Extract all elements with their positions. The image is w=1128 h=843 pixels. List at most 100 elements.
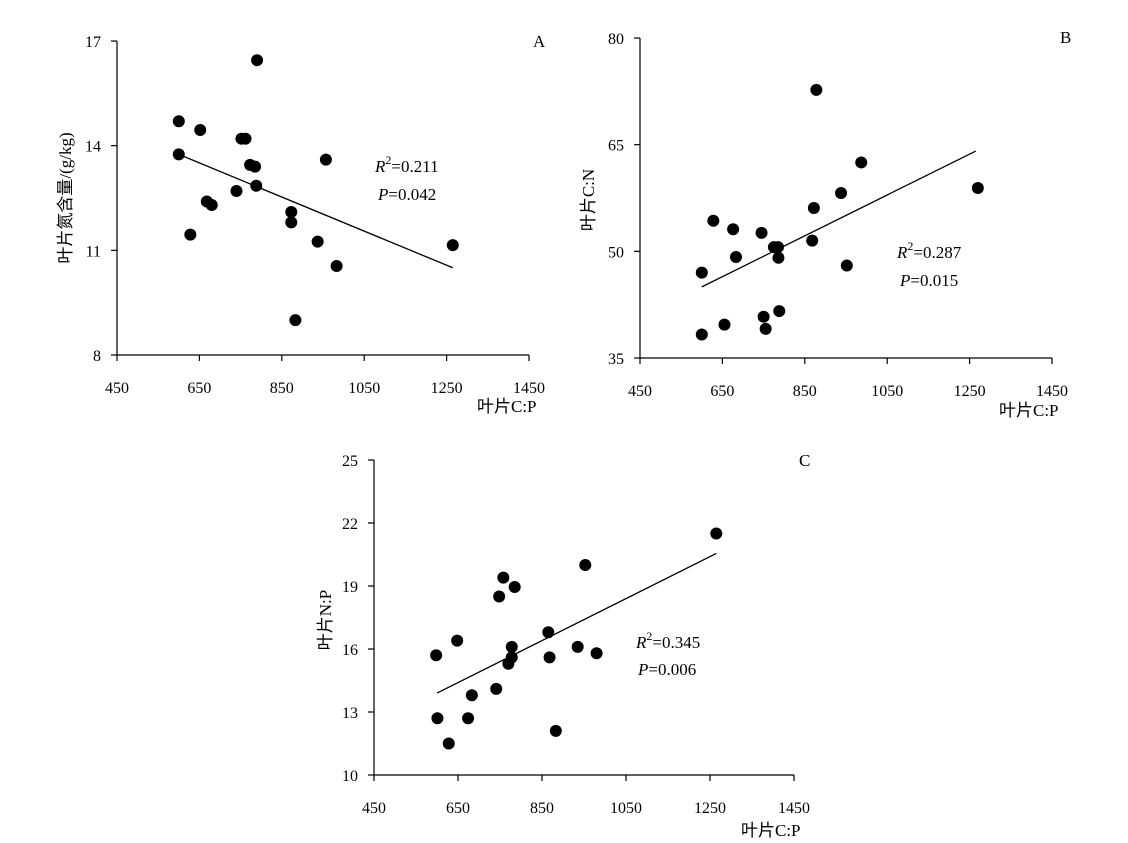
- panel-c-data-point: [505, 640, 518, 653]
- panel-c-data-point: [710, 527, 723, 540]
- panel-c-data-point: [462, 712, 475, 725]
- panel-c-x-tick-label: 1450: [778, 800, 810, 817]
- panel-a-data-point: [172, 115, 185, 128]
- panel-c-x-tick-label: 1050: [610, 800, 642, 817]
- panel-b: 450 650 850 1050 1250 1450 35 50 65 80 B R2=0.28…: [579, 28, 1071, 420]
- panel-c-x-tick-label: 850: [530, 800, 554, 817]
- panel-a-data-point: [194, 123, 207, 136]
- panel-c-y-ticks: 10 13 16 19 22 25: [342, 453, 374, 785]
- panel-c-y-tick-label: 13: [342, 705, 358, 722]
- panel-c-data-point: [490, 682, 503, 695]
- panel-a-axes: [116, 41, 529, 356]
- panel-c-data-point: [442, 737, 455, 750]
- panel-c-data-point: [465, 689, 478, 702]
- panel-b-data-point: [807, 201, 820, 214]
- panel-b-x-tick-label: 450: [628, 383, 652, 400]
- panel-c-axes: [373, 460, 794, 776]
- panel-c-data-point: [451, 634, 464, 647]
- panel-b-y-tick-label: 65: [608, 138, 624, 155]
- panel-c-data-point: [542, 626, 555, 639]
- panel-c-y-title: 叶片N:P: [316, 590, 335, 650]
- panel-a-r2-text: R2=0.211: [374, 153, 439, 176]
- panel-a-x-tick-label: 1250: [431, 380, 463, 397]
- panel-c-data-point: [579, 559, 592, 571]
- panel-c-r2-value: =0.345: [652, 633, 700, 652]
- panel-a-data-point: [205, 198, 218, 211]
- panel-b-data-point: [840, 259, 853, 272]
- panel-c-x-tick-label: 1250: [694, 800, 726, 817]
- panel-c-r2-text: R2=0.345: [635, 629, 700, 652]
- panel-a-label: A: [533, 32, 546, 51]
- panel-c-data-point: [571, 640, 584, 653]
- panel-a-x-tick-label: 650: [187, 380, 211, 397]
- panel-a-p-text: P=0.042: [377, 185, 436, 204]
- panel-a-data-point: [249, 160, 262, 173]
- panel-b-data-point: [773, 305, 786, 318]
- panel-b-r2-text: R2=0.287: [896, 239, 962, 262]
- panel-c-trendline: [436, 552, 717, 694]
- panel-b-label: B: [1060, 28, 1071, 47]
- panel-c-data-point: [543, 651, 556, 664]
- panel-a-data-point: [285, 205, 298, 218]
- panel-c-y-tick-label: 19: [342, 579, 358, 596]
- panel-c-x-tick-label: 450: [362, 800, 386, 817]
- panel-b-x-title: 叶片C:P: [999, 401, 1059, 420]
- panel-a-y-title: 叶片氮含量/(g/kg): [56, 132, 75, 263]
- panel-b-data-point: [729, 251, 742, 264]
- panel-b-data-point: [718, 318, 731, 331]
- panel-c-p-value: =0.006: [648, 660, 696, 679]
- panel-a-y-ticks: 8 11 14 17: [85, 34, 117, 365]
- panel-b-data-point: [806, 234, 819, 247]
- panel-b-p-value: =0.015: [910, 271, 958, 290]
- panel-a-y-tick-label: 11: [86, 243, 101, 260]
- panel-b-data-point: [707, 214, 720, 227]
- panel-c-data-point: [431, 712, 444, 725]
- panel-c-y-tick-label: 25: [342, 453, 358, 470]
- panel-b-data-point: [971, 182, 984, 195]
- panel-b-x-tick-label: 1450: [1036, 383, 1068, 400]
- panel-a-x-tick-label: 1450: [513, 380, 545, 397]
- panel-b-data-point: [772, 251, 785, 264]
- panel-a-data-point: [285, 216, 298, 229]
- panel-b-data-point: [695, 266, 708, 279]
- panel-a-x-ticks: 450 650 850 1050 1250 1450: [105, 355, 545, 397]
- panel-c-data-point: [497, 571, 510, 584]
- panel-c-r2-sup: 2: [646, 629, 652, 643]
- panel-a-data-point: [239, 132, 252, 145]
- panel-b-r2-value: =0.287: [913, 243, 961, 262]
- panel-b-x-tick-label: 1250: [954, 383, 986, 400]
- panel-c-y-tick-label: 16: [342, 642, 358, 659]
- panel-c-data-point: [508, 581, 521, 594]
- panel-a-data-point: [289, 314, 302, 327]
- panel-c-x-ticks: 450 650 850 1050 1250 1450: [362, 775, 810, 817]
- panel-a-p-prefix: P: [377, 185, 388, 204]
- panel-c-points: [430, 527, 723, 750]
- panel-a-data-point: [251, 54, 264, 67]
- panel-a-trendline: [178, 153, 454, 269]
- panel-b-p-prefix: P: [899, 271, 910, 290]
- panel-a-y-tick-label: 14: [85, 139, 101, 156]
- panel-a-r2-value: =0.211: [391, 157, 438, 176]
- panel-c-y-tick-label: 22: [342, 516, 358, 533]
- panel-b-points: [695, 83, 984, 341]
- panel-c-p-prefix: P: [637, 660, 648, 679]
- panel-b-x-tick-label: 850: [793, 383, 817, 400]
- panel-a: 450 650 850 1050 1250 1450 8 11 14 17 A R2=0.211…: [56, 32, 546, 416]
- panel-b-p-text: P=0.015: [899, 271, 958, 290]
- panel-a-data-point: [230, 185, 243, 198]
- panel-a-y-tick-label: 8: [93, 348, 101, 365]
- panel-b-data-point: [835, 187, 848, 200]
- panel-a-y-tick-label: 17: [85, 34, 101, 51]
- panel-b-data-point: [755, 226, 768, 239]
- panel-b-data-point: [757, 310, 770, 323]
- panel-b-y-tick-label: 80: [608, 31, 624, 48]
- panel-a-data-point: [330, 260, 343, 273]
- panel-b-x-tick-label: 650: [710, 383, 734, 400]
- panel-b-data-point: [727, 223, 740, 236]
- panel-b-x-ticks: 450 650 850 1050 1250 1450: [628, 358, 1068, 400]
- panel-c-data-point: [430, 649, 443, 662]
- panel-a-x-tick-label: 450: [105, 380, 129, 397]
- panel-b-data-point: [695, 328, 708, 341]
- panel-a-r2-sup: 2: [385, 153, 391, 167]
